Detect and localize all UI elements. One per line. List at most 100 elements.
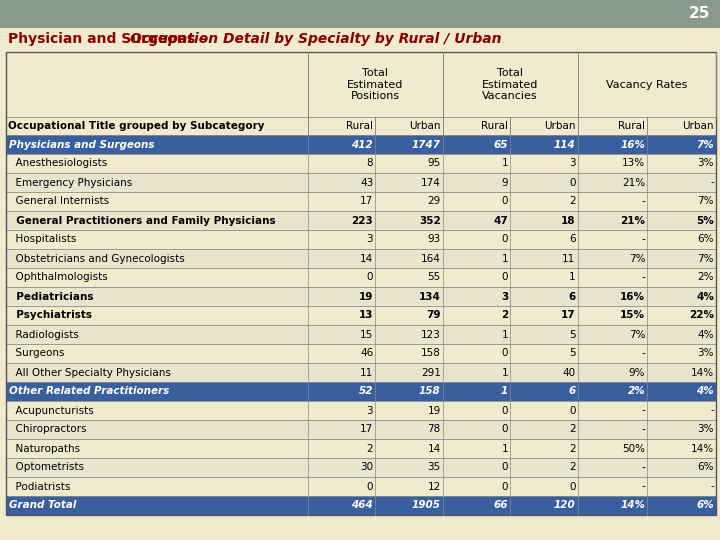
Text: 65: 65 [494,139,508,150]
Text: Emergency Physicians: Emergency Physicians [9,178,132,187]
Text: Radiologists: Radiologists [9,329,79,340]
Bar [6,154,716,173]
Bar [6,211,716,230]
Bar [6,52,716,117]
Text: 1: 1 [569,273,575,282]
Text: -: - [642,348,645,359]
Text: 114: 114 [554,139,575,150]
Text: 4%: 4% [698,329,714,340]
Text: -: - [710,406,714,415]
Text: Pediatricians: Pediatricians [9,292,94,301]
Text: 3%: 3% [698,348,714,359]
Text: All Other Specialty Physicians: All Other Specialty Physicians [9,368,171,377]
Text: 14%: 14% [691,368,714,377]
Text: 134: 134 [419,292,441,301]
Text: 9%: 9% [629,368,645,377]
Text: 6%: 6% [698,234,714,245]
Text: 2: 2 [569,197,575,206]
Text: 0: 0 [366,482,373,491]
Text: 412: 412 [351,139,373,150]
Text: 2: 2 [569,424,575,435]
Text: Vacancy Rates: Vacancy Rates [606,79,688,90]
Text: 7%: 7% [696,139,714,150]
Text: 19: 19 [359,292,373,301]
Text: 0: 0 [569,178,575,187]
Text: 13%: 13% [622,159,645,168]
Bar [6,117,716,135]
Bar [6,173,716,192]
Bar [6,325,716,344]
Text: 3: 3 [501,292,508,301]
Text: 164: 164 [420,253,441,264]
Text: Surgeons: Surgeons [9,348,65,359]
Text: 0: 0 [502,197,508,206]
Text: 4%: 4% [696,292,714,301]
Bar [443,52,577,117]
Text: 14: 14 [428,443,441,454]
Text: -: - [642,273,645,282]
Text: Podiatrists: Podiatrists [9,482,71,491]
Text: 40: 40 [562,368,575,377]
Text: Hospitalists: Hospitalists [9,234,76,245]
Text: 7%: 7% [629,253,645,264]
Text: 0: 0 [502,273,508,282]
Text: 30: 30 [360,462,373,472]
Text: 1747: 1747 [412,139,441,150]
Text: Optometrists: Optometrists [9,462,84,472]
Text: -: - [642,424,645,435]
Text: 1: 1 [501,443,508,454]
Bar [6,496,716,515]
Text: 17: 17 [561,310,575,321]
Text: 174: 174 [420,178,441,187]
Text: 14: 14 [360,253,373,264]
Text: 352: 352 [419,215,441,226]
Bar [0,0,720,28]
Text: 93: 93 [428,234,441,245]
Text: 22%: 22% [689,310,714,321]
Text: 16%: 16% [620,292,645,301]
Text: 14%: 14% [620,501,645,510]
Bar [6,477,716,496]
Text: 8: 8 [366,159,373,168]
Text: Ophthalmologists: Ophthalmologists [9,273,108,282]
Text: 95: 95 [428,159,441,168]
Text: 2%: 2% [698,273,714,282]
Text: 223: 223 [351,215,373,226]
Text: 47: 47 [493,215,508,226]
Text: 2%: 2% [628,387,645,396]
Text: 21%: 21% [620,215,645,226]
Text: -: - [642,234,645,245]
Text: 15: 15 [360,329,373,340]
Text: 0: 0 [366,273,373,282]
Text: Rural: Rural [346,121,373,131]
Text: 6%: 6% [696,501,714,510]
Text: 3%: 3% [698,424,714,435]
Text: Total
Estimated
Positions: Total Estimated Positions [347,68,403,101]
Text: 3: 3 [366,406,373,415]
Text: 0: 0 [502,462,508,472]
Text: 158: 158 [419,387,441,396]
Text: 6: 6 [569,234,575,245]
Text: 52: 52 [359,387,373,396]
Text: 2: 2 [366,443,373,454]
Text: 17: 17 [360,197,373,206]
Text: Psychiatrists: Psychiatrists [9,310,92,321]
Bar [6,382,716,401]
Text: 158: 158 [420,348,441,359]
Text: Urban: Urban [409,121,441,131]
Text: 15%: 15% [620,310,645,321]
Text: 3%: 3% [698,159,714,168]
Text: 78: 78 [428,424,441,435]
Text: 29: 29 [428,197,441,206]
Text: Anesthesiologists: Anesthesiologists [9,159,107,168]
Text: 25: 25 [688,6,710,22]
Text: 11: 11 [562,253,575,264]
Text: 0: 0 [502,234,508,245]
Text: 1: 1 [501,329,508,340]
Text: -: - [642,462,645,472]
Text: -: - [710,482,714,491]
Text: 16%: 16% [620,139,645,150]
Text: 1905: 1905 [412,501,441,510]
Bar [6,287,716,306]
Bar [6,344,716,363]
